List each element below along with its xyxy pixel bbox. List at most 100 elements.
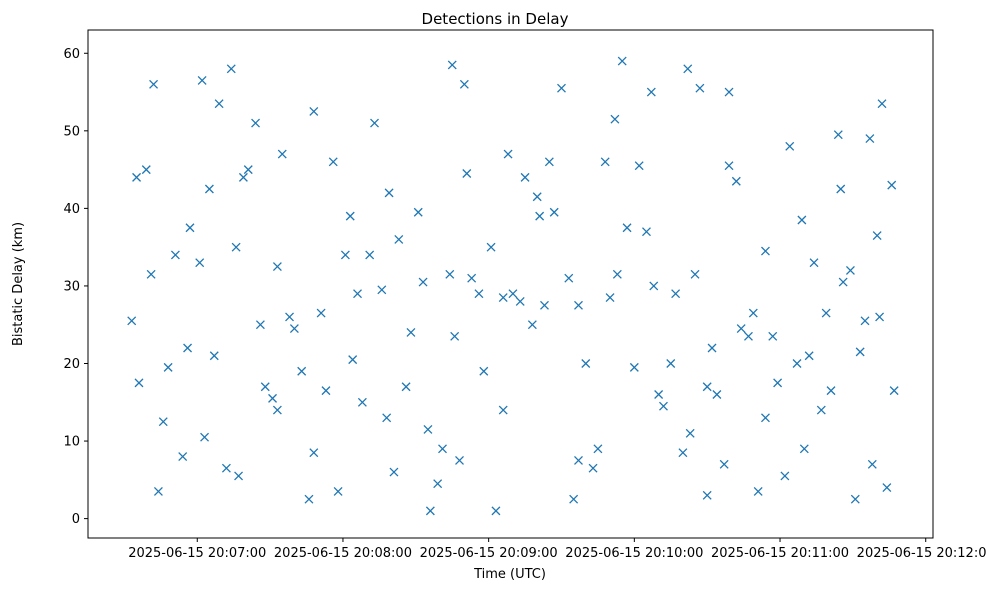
data-point	[887, 180, 897, 190]
data-point	[833, 130, 843, 140]
data-point	[855, 347, 865, 357]
data-point	[544, 157, 554, 167]
data-point	[838, 277, 848, 287]
data-point	[532, 192, 542, 202]
data-point	[486, 242, 496, 252]
data-point	[702, 490, 712, 500]
data-point	[238, 172, 248, 182]
data-point	[702, 382, 712, 392]
data-point	[845, 265, 855, 275]
data-point	[304, 494, 314, 504]
data-point	[260, 382, 270, 392]
data-point	[612, 269, 622, 279]
data-point	[780, 471, 790, 481]
data-point	[724, 87, 734, 97]
data-point	[498, 293, 508, 303]
data-point	[158, 417, 168, 427]
data-point	[146, 269, 156, 279]
data-point	[425, 506, 435, 516]
data-point	[875, 312, 885, 322]
data-point	[768, 331, 778, 341]
data-point	[821, 308, 831, 318]
data-point	[659, 401, 668, 411]
data-point	[141, 165, 151, 175]
data-point	[610, 114, 620, 124]
data-point	[557, 83, 566, 93]
data-point	[515, 296, 525, 306]
data-point	[574, 300, 583, 310]
data-point	[678, 448, 688, 458]
data-point	[671, 289, 681, 299]
data-point	[209, 351, 219, 361]
data-point	[527, 320, 537, 330]
data-point	[622, 223, 632, 233]
data-point	[785, 141, 795, 151]
y-tick-label: 30	[63, 279, 80, 294]
data-point	[268, 393, 277, 403]
y-tick-label: 0	[72, 512, 80, 527]
data-point	[605, 293, 615, 303]
data-point	[581, 359, 591, 368]
plot-area	[87, 29, 934, 539]
data-point	[255, 320, 265, 330]
data-point	[272, 262, 282, 272]
data-point	[508, 289, 518, 299]
x-tick-label: 2025-06-15 20:09:00	[420, 546, 558, 561]
data-point	[309, 106, 319, 116]
data-point	[760, 246, 770, 256]
data-point	[234, 471, 244, 481]
chart-title: Detections in Delay	[422, 10, 569, 28]
data-point	[316, 308, 326, 318]
y-tick-label: 50	[63, 124, 80, 139]
data-point	[804, 351, 814, 361]
data-point	[447, 60, 457, 70]
data-point	[462, 169, 472, 178]
data-point	[491, 506, 501, 516]
y-axis-label: Bistatic Delay (km)	[11, 222, 26, 346]
data-point	[744, 331, 753, 341]
data-point	[406, 328, 416, 337]
data-point	[370, 118, 379, 128]
y-tick-label: 40	[63, 202, 80, 217]
data-point	[384, 188, 394, 198]
data-point	[865, 134, 875, 144]
x-tick-label: 2025-06-15 20:11:00	[711, 546, 849, 561]
data-point	[467, 273, 477, 283]
data-point	[549, 207, 559, 217]
data-point	[685, 428, 695, 438]
data-point	[731, 176, 741, 186]
data-point	[149, 79, 159, 89]
data-point	[445, 269, 455, 279]
data-point	[809, 258, 819, 268]
data-point	[797, 215, 807, 225]
x-axis-label: Time (UTC)	[473, 567, 546, 582]
data-point	[377, 285, 387, 295]
data-point	[753, 487, 763, 496]
data-point	[503, 149, 513, 159]
data-point	[683, 64, 693, 74]
y-tick-label: 10	[63, 435, 80, 450]
data-point	[348, 355, 358, 365]
data-point	[221, 463, 231, 473]
data-point	[183, 343, 193, 353]
data-point	[479, 366, 489, 376]
data-point	[226, 64, 236, 74]
data-point	[231, 242, 241, 252]
data-point	[617, 56, 627, 66]
data-point	[195, 258, 205, 268]
data-point	[649, 281, 659, 291]
data-point	[707, 343, 717, 353]
data-point	[214, 99, 224, 109]
data-point	[748, 308, 758, 318]
data-point	[333, 487, 343, 496]
data-point	[642, 227, 651, 237]
data-point	[455, 455, 464, 465]
x-tick-label: 2025-06-15 20:12:00	[857, 546, 986, 561]
data-point	[345, 211, 355, 221]
x-tick-label: 2025-06-15 20:10:00	[565, 546, 703, 561]
data-point	[877, 99, 887, 109]
data-point	[889, 386, 899, 396]
data-point	[836, 184, 846, 194]
data-point	[272, 405, 282, 415]
